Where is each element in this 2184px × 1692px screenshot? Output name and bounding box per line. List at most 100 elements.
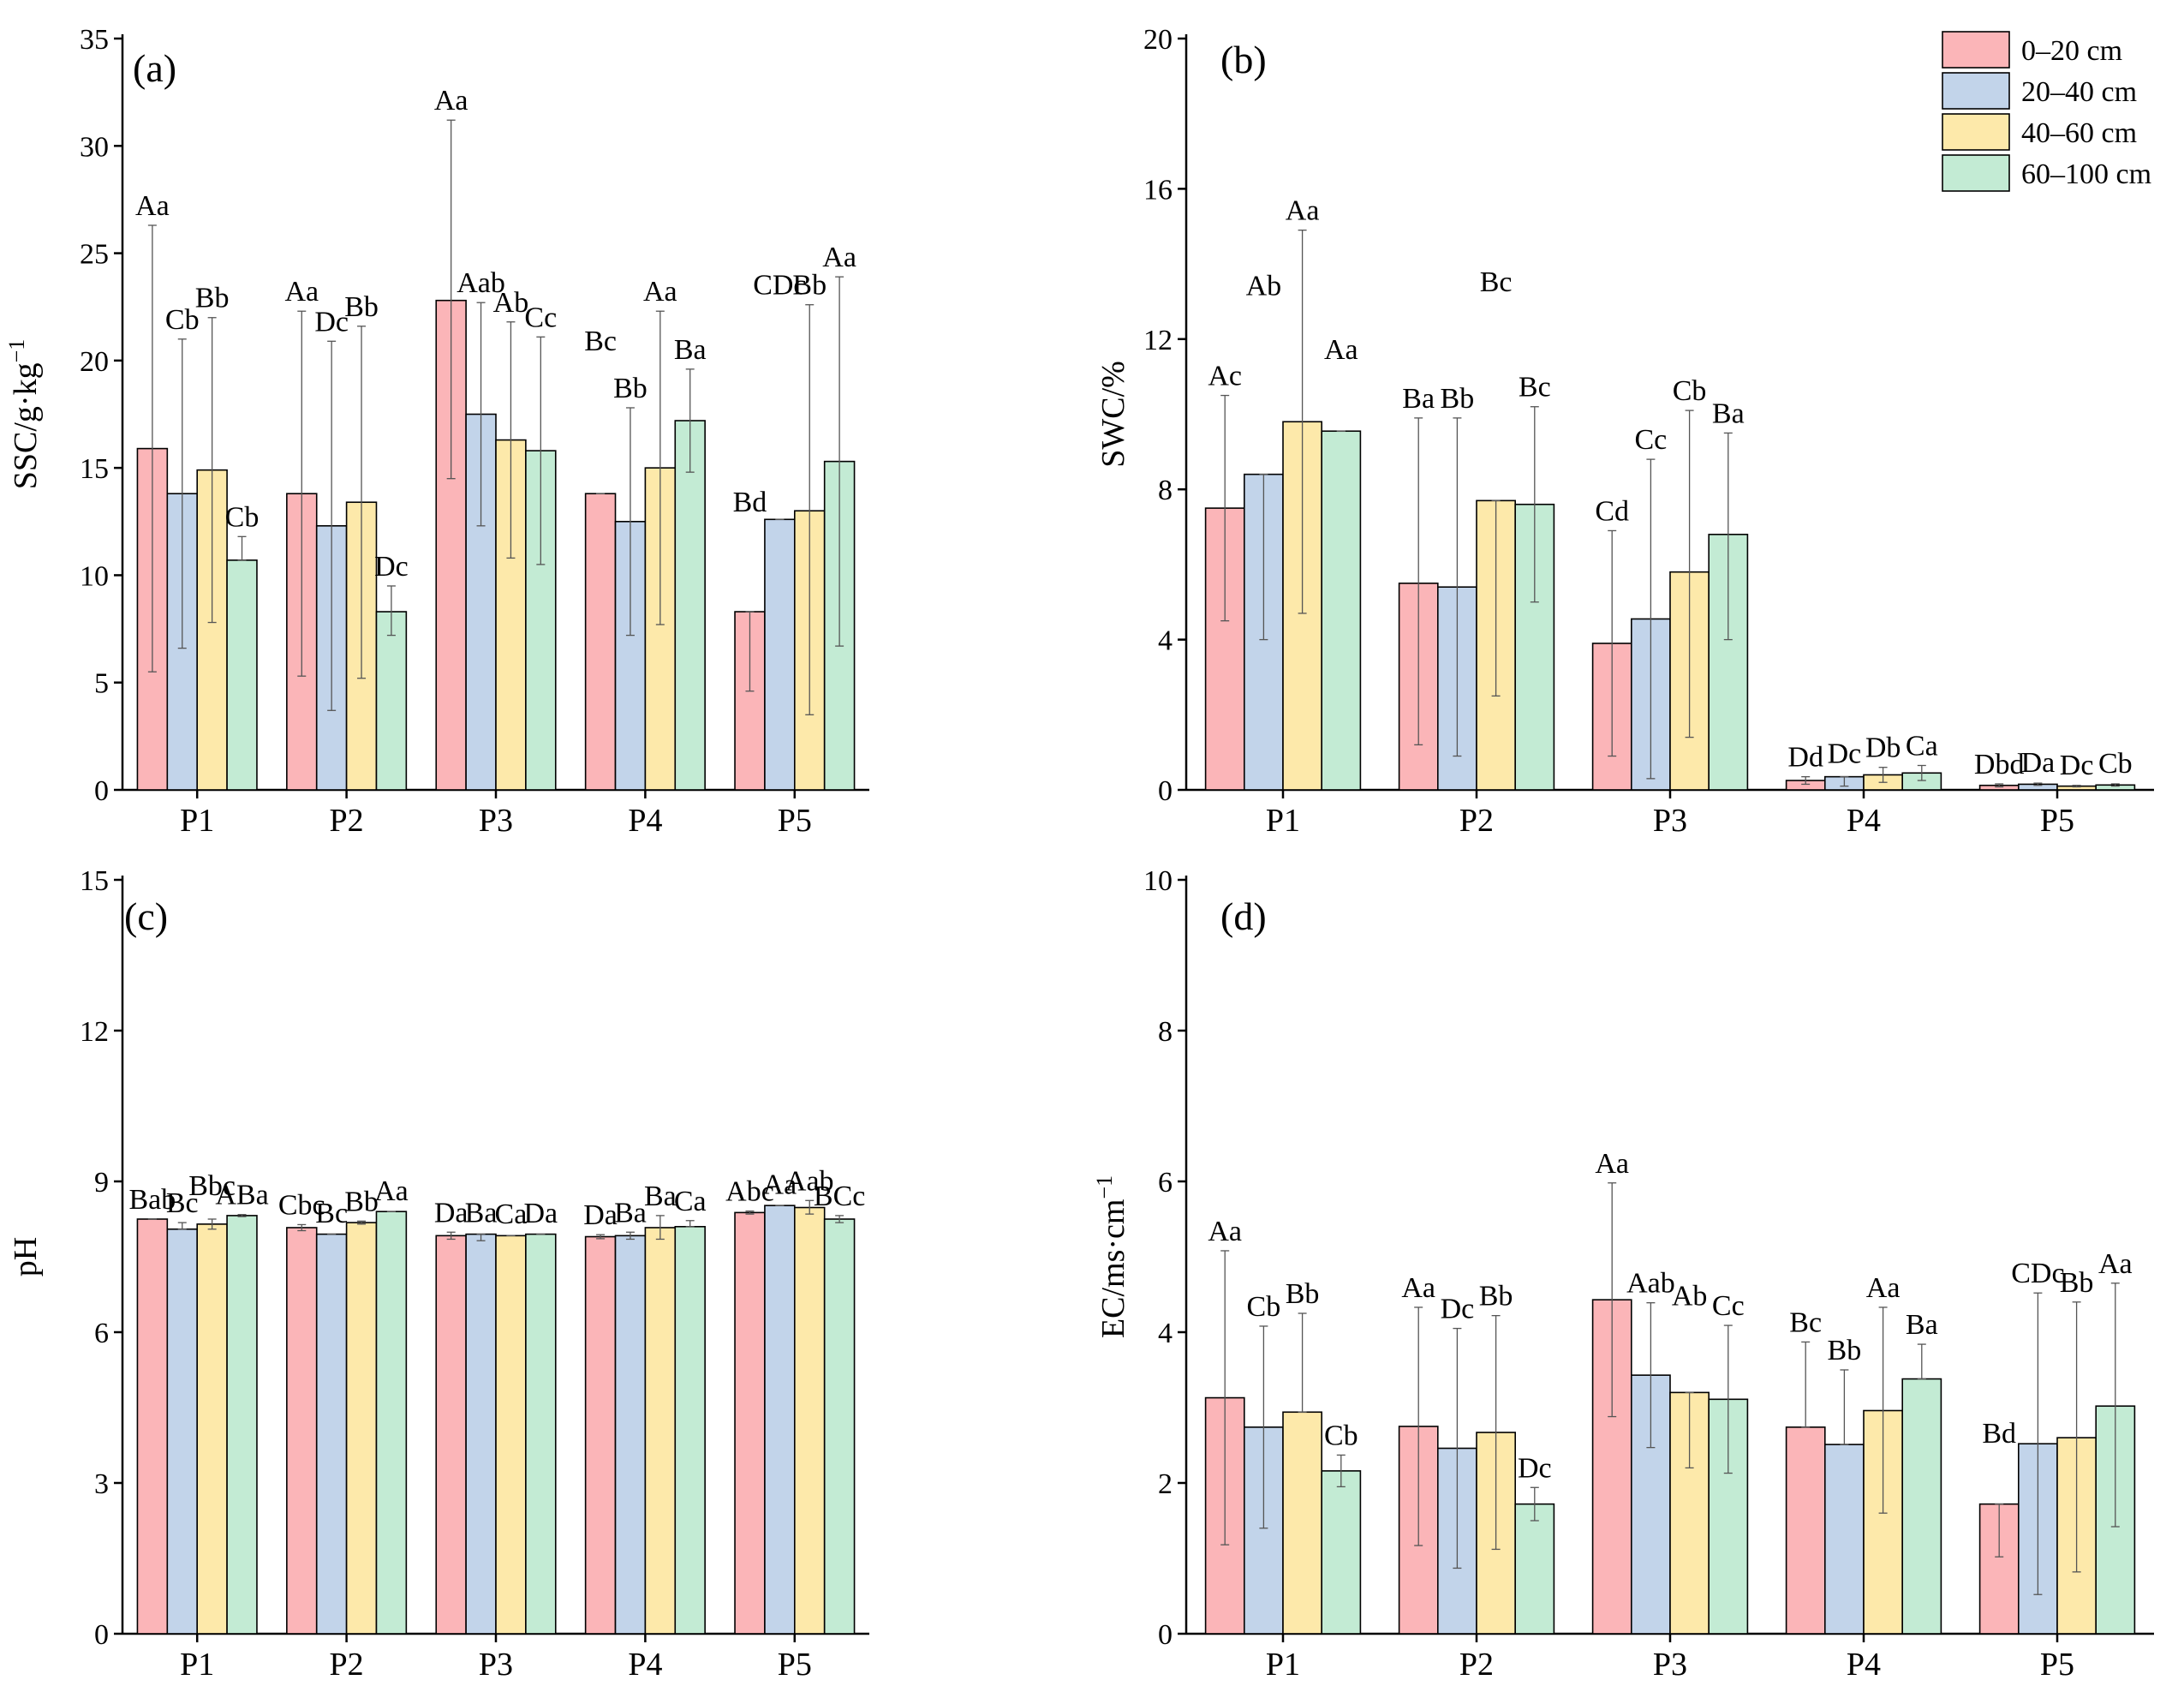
legend-label-3: 60–100 cm	[2021, 158, 2151, 190]
x-tick-label-p3: P3	[1653, 1647, 1687, 1683]
significance-label: Bc	[315, 1198, 348, 1229]
significance-label: Ab	[1246, 270, 1282, 302]
bar-p2-series-3	[1514, 1503, 1555, 1635]
x-tick-label-p4: P4	[1847, 803, 1881, 839]
significance-label: Bb	[195, 283, 230, 314]
bar-p5-series-0	[734, 1211, 766, 1635]
significance-label: Dc	[2060, 750, 2094, 781]
significance-label: Dc	[374, 551, 409, 583]
y-tick-label: 10	[1143, 865, 1173, 897]
significance-label: Cc	[524, 302, 557, 333]
significance-label: Ba	[674, 334, 707, 366]
y-tick-label: 0	[1158, 1619, 1173, 1651]
significance-label: Aa	[1208, 1216, 1242, 1247]
significance-label: Bb	[613, 373, 647, 404]
x-tick-label-p5: P5	[778, 803, 812, 839]
bar-p4-series-3	[674, 1226, 706, 1635]
significance-label: Dc	[314, 306, 349, 338]
significance-label: Dbd	[1974, 749, 2025, 780]
y-tick-label: 20	[80, 346, 109, 378]
bar-p1-series-1	[166, 1228, 199, 1635]
y-tick-label: 6	[1158, 1167, 1173, 1199]
x-tick-label-p2: P2	[1459, 1647, 1494, 1683]
significance-label: Da	[523, 1198, 558, 1229]
bar-p3-series-0	[435, 1235, 467, 1635]
significance-label: Da	[583, 1199, 618, 1231]
significance-label: Ba	[1906, 1309, 1938, 1341]
significance-label: Cb	[1247, 1291, 1281, 1323]
significance-label: Cb	[1673, 375, 1707, 407]
bar-p1-series-3	[226, 1215, 258, 1635]
significance-label: Ab	[1672, 1281, 1708, 1312]
x-tick-label-p1: P1	[1266, 803, 1300, 839]
significance-label: CDc	[2011, 1258, 2064, 1289]
y-tick-label: 8	[1158, 475, 1173, 506]
significance-label: Bd	[1982, 1418, 2016, 1450]
y-tick-label: 9	[94, 1167, 109, 1199]
y-tick-label: 6	[94, 1318, 109, 1349]
panel-label: (a)	[133, 46, 176, 90]
significance-label: Aab	[1626, 1268, 1675, 1300]
bar-p1-series-3	[1321, 430, 1362, 791]
significance-label: Cbc	[278, 1189, 325, 1221]
legend-swatch-1	[1942, 72, 2010, 110]
significance-label: Aa	[284, 276, 319, 308]
bar-p1-series-3	[1321, 1470, 1362, 1635]
panel-label: (c)	[124, 894, 168, 938]
legend-swatch-0	[1942, 31, 2010, 69]
y-tick-label: 25	[80, 239, 109, 271]
significance-label: Dc	[1828, 738, 1862, 769]
x-tick-label-p4: P4	[628, 1647, 662, 1683]
y-axis-title-superscript: −1	[1092, 1175, 1117, 1199]
y-tick-label: 0	[94, 1619, 109, 1651]
legend-label-1: 20–40 cm	[2021, 76, 2137, 108]
significance-label: Dc	[1518, 1452, 1552, 1484]
panel-label: (b)	[1220, 38, 1267, 81]
y-tick-label: 30	[80, 131, 109, 163]
significance-label: Cb	[165, 304, 200, 336]
bar-p3-series-3	[525, 1233, 557, 1635]
bar-p1-series-2	[1282, 1411, 1323, 1635]
panel-a: 05101520253035SSC/g·kg−1(a)P1AaCbBbCbP2A…	[4, 24, 869, 839]
significance-label: Aa	[763, 1169, 797, 1200]
y-tick-label: 20	[1143, 24, 1173, 56]
significance-label: Dd	[1787, 742, 1823, 774]
significance-label: Bc	[1480, 266, 1513, 298]
y-tick-label: 0	[1158, 775, 1173, 807]
bar-p4-series-3	[674, 420, 706, 791]
significance-label: Abc	[725, 1176, 774, 1208]
significance-label: Aab	[456, 267, 505, 299]
y-tick-label: 35	[80, 24, 109, 56]
significance-label: Bb	[1479, 1281, 1513, 1312]
significance-label: Ca	[495, 1199, 528, 1230]
significance-label: Bc	[584, 326, 617, 357]
significance-label: Bb	[1286, 1278, 1320, 1310]
bar-p5-series-2	[793, 1206, 826, 1635]
x-tick-label-p5: P5	[778, 1647, 812, 1683]
significance-label: Cb	[225, 501, 260, 533]
legend-label-0: 0–20 cm	[2021, 35, 2122, 67]
significance-label: BCc	[814, 1181, 865, 1212]
significance-label: Bc	[1789, 1306, 1822, 1338]
significance-label: Cc	[1635, 424, 1668, 456]
legend-swatch-3	[1942, 154, 2010, 192]
x-tick-label-p4: P4	[1847, 1647, 1881, 1683]
significance-label: Ba	[644, 1181, 677, 1212]
legend-label-2: 40–60 cm	[2021, 117, 2137, 149]
bar-p1-series-2	[196, 1223, 228, 1635]
x-tick-label-p2: P2	[1459, 803, 1494, 839]
y-tick-label: 15	[80, 865, 109, 897]
y-tick-label: 4	[1158, 1318, 1173, 1349]
significance-label: Ba	[465, 1197, 498, 1229]
significance-label: Bb	[2060, 1267, 2094, 1299]
significance-label: Da	[2021, 747, 2056, 779]
significance-label: Bb	[792, 270, 826, 302]
y-tick-label: 10	[80, 560, 109, 592]
significance-label: Ab	[493, 287, 529, 319]
significance-label: Bc	[1519, 372, 1551, 404]
bar-p2-series-3	[375, 1211, 408, 1635]
significance-label: Bb	[344, 1186, 379, 1217]
